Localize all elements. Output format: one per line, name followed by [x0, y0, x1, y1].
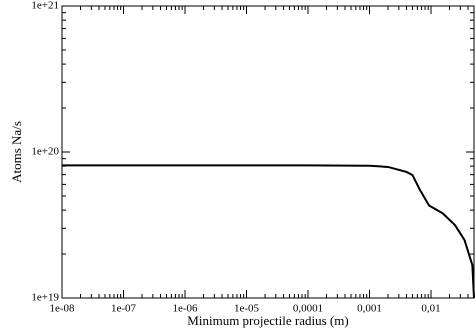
y-axis-title: Atoms Na/s	[9, 121, 24, 183]
y-tick-label: 1e+19	[31, 292, 59, 304]
y-tick-label: 1e+21	[31, 0, 59, 12]
x-tick-label: 1e-07	[111, 303, 137, 315]
plot-frame	[61, 5, 475, 299]
data-line	[62, 164, 475, 299]
x-tick-label: 0,001	[357, 303, 382, 315]
x-tick-label: 0,01	[421, 303, 440, 315]
y-tick-label: 1e+20	[31, 146, 59, 158]
x-axis-title: Minimum projectile radius (m)	[187, 313, 348, 328]
x-tick-label: 0,0001	[293, 303, 323, 315]
x-tick-label: 1e-06	[172, 303, 198, 315]
x-tick-label: 1e-08	[49, 303, 75, 315]
x-tick-label: 1e-05	[234, 303, 260, 315]
